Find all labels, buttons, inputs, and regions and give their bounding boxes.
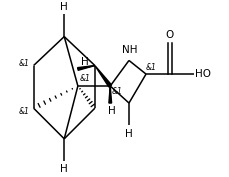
Text: &1: &1	[112, 87, 123, 96]
Polygon shape	[95, 65, 112, 87]
Polygon shape	[109, 86, 112, 103]
Text: &1: &1	[79, 75, 90, 83]
Polygon shape	[78, 65, 95, 70]
Text: NH: NH	[122, 45, 138, 55]
Text: &1: &1	[18, 59, 29, 68]
Text: &1: &1	[146, 62, 157, 72]
Text: H: H	[81, 57, 89, 67]
Text: &1: &1	[18, 107, 29, 116]
Text: HO: HO	[195, 69, 211, 79]
Text: H: H	[108, 106, 116, 116]
Text: H: H	[60, 164, 68, 173]
Text: O: O	[166, 30, 174, 40]
Text: H: H	[60, 2, 68, 12]
Text: H: H	[125, 129, 133, 139]
